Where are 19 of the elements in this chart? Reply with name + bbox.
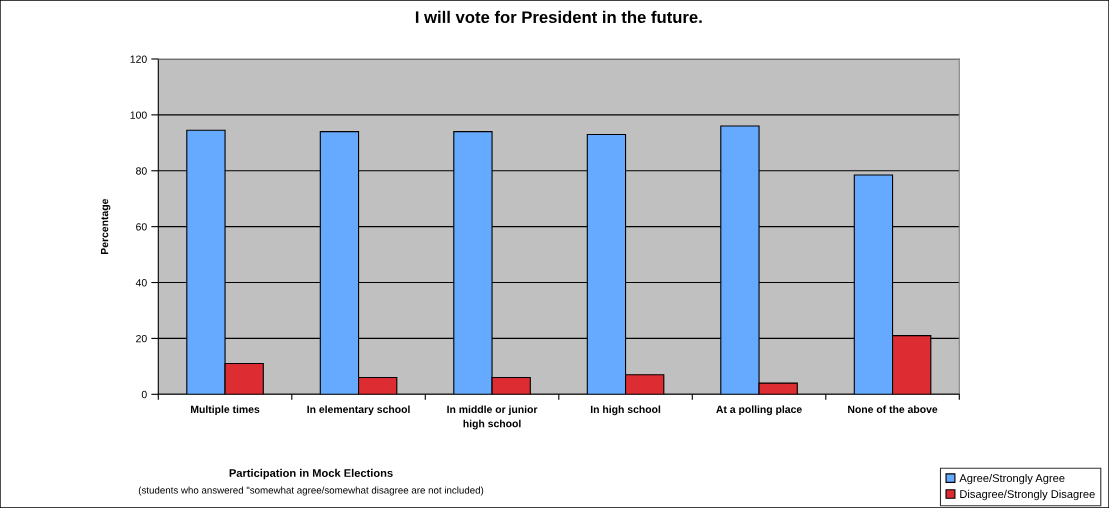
x-tick-label: In high school bbox=[590, 405, 661, 416]
x-tick-label: At a polling place bbox=[716, 405, 802, 416]
y-tick-label: 120 bbox=[130, 55, 147, 63]
text: (students who answered "somewhat agree/somewhat disagree are not included) bbox=[138, 486, 484, 496]
y-tick-label: 40 bbox=[135, 279, 147, 287]
y-tick-label: 100 bbox=[130, 111, 147, 119]
x-tick-label: None of the above bbox=[848, 405, 938, 414]
y-axis-title: Percentage bbox=[100, 198, 111, 255]
x-tick-label: Multiple times bbox=[191, 405, 260, 416]
legend-label: Agree/Strongly Agree bbox=[959, 473, 1065, 485]
y-tick-label: 60 bbox=[136, 223, 147, 231]
y-tick-label: 20 bbox=[136, 334, 147, 343]
x-tick-label: In middle or junior high school bbox=[447, 405, 538, 430]
y-tick-label: 80 bbox=[136, 167, 147, 175]
y-tick-label: 0 bbox=[141, 390, 147, 399]
x-tick-label: In elementary school bbox=[307, 405, 410, 416]
chart-title: I will vote for President in the future. bbox=[415, 10, 702, 24]
legend-label: Disagree/Strongly Disagree bbox=[960, 489, 1095, 501]
x-axis-title: Participation in Mock Elections bbox=[229, 468, 393, 480]
